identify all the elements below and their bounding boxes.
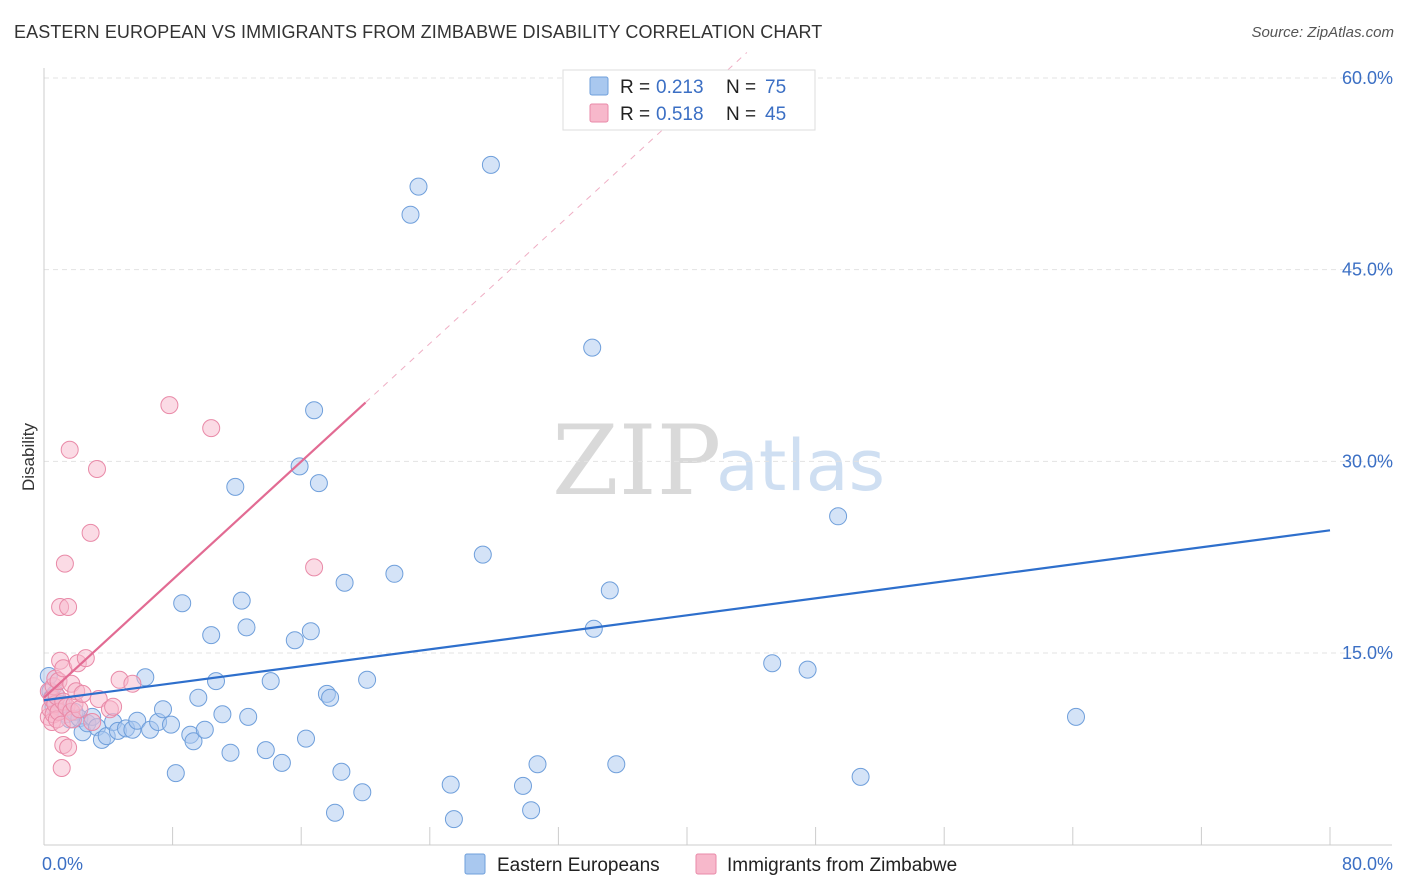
point-pink-35	[83, 713, 102, 731]
point-blue-56	[358, 670, 377, 689]
point-pink-36	[88, 460, 106, 478]
point-blue-21	[128, 711, 147, 730]
point-pink-37	[89, 690, 108, 708]
point-blue-25	[154, 700, 172, 719]
legend-r-value-pink: 0.518	[656, 104, 704, 125]
point-blue-38	[232, 591, 251, 610]
point-blue-31	[189, 688, 208, 707]
point-blue-58	[401, 205, 420, 224]
grid-layer	[44, 77, 1392, 654]
point-pink-39	[104, 697, 123, 716]
point-pink-31	[70, 700, 89, 719]
point-blue-35	[213, 705, 232, 724]
y-tick-label-3: 60.0%	[1342, 68, 1393, 88]
point-blue-75	[1067, 707, 1085, 726]
y-axis-label: Disability	[19, 422, 38, 491]
x-tick-marks	[43, 827, 1331, 845]
y-tick-label-2: 45.0%	[1342, 260, 1393, 280]
point-blue-30	[184, 732, 203, 751]
series-legend: Eastern Europeans Immigrants from Zimbab…	[464, 853, 957, 876]
point-blue-71	[763, 654, 782, 673]
stats-legend: R = 0.213 N = 75 R = 0.518 N = 45	[562, 69, 816, 131]
point-blue-48	[305, 401, 324, 420]
trend-lines	[43, 52, 1331, 702]
point-blue-61	[444, 810, 463, 829]
point-blue-70	[607, 755, 626, 774]
point-blue-45	[290, 457, 309, 476]
point-blue-67	[583, 338, 602, 357]
point-pink-34	[81, 523, 100, 542]
point-blue-65	[522, 801, 541, 820]
point-blue-37	[226, 477, 245, 496]
chart-source: Source: ZipAtlas.com	[1251, 24, 1394, 41]
trend-line-blue	[43, 529, 1331, 702]
series-legend-swatch-blue	[464, 853, 486, 875]
point-blue-62	[473, 545, 492, 564]
point-blue-63	[481, 155, 500, 174]
point-blue-57	[385, 564, 404, 583]
legend-swatch-blue	[589, 76, 609, 96]
series-legend-label-pink: Immigrants from Zimbabwe	[727, 855, 957, 876]
y-tick-label-1: 30.0%	[1342, 451, 1393, 471]
point-blue-26	[162, 715, 180, 734]
point-blue-32	[195, 720, 214, 739]
point-blue-60	[441, 775, 460, 794]
point-blue-34	[207, 672, 225, 691]
point-blue-64	[514, 776, 532, 795]
legend-r-label-blue: R =	[620, 77, 650, 98]
point-blue-46	[297, 729, 315, 748]
legend-n-label-pink: N =	[726, 104, 756, 125]
point-blue-73	[829, 507, 848, 526]
point-blue-59	[409, 177, 428, 196]
legend-swatch-pink	[589, 103, 609, 123]
point-blue-49	[309, 474, 328, 493]
point-pink-20	[55, 554, 74, 573]
point-blue-72	[798, 660, 817, 679]
legend-n-label-blue: N =	[726, 77, 756, 98]
point-blue-54	[335, 573, 354, 592]
chart-title: EASTERN EUROPEAN VS IMMIGRANTS FROM ZIMB…	[14, 22, 823, 42]
point-blue-44	[285, 631, 304, 650]
point-blue-41	[256, 741, 275, 760]
series-legend-swatch-pink	[695, 853, 717, 875]
point-blue-69	[600, 581, 619, 600]
y-tick-labels: 15.0% 30.0% 45.0% 60.0%	[1342, 68, 1393, 663]
point-blue-74	[851, 767, 870, 786]
legend-n-value-pink: 45	[765, 104, 786, 125]
point-blue-43	[272, 753, 291, 772]
trend-line-pink	[43, 401, 367, 699]
point-blue-52	[326, 803, 344, 822]
point-blue-40	[239, 707, 258, 726]
legend-n-value-blue: 75	[765, 77, 786, 98]
point-blue-28	[173, 594, 192, 613]
point-blue-39	[237, 618, 256, 637]
point-pink-43	[202, 419, 221, 438]
series-legend-label-blue: Eastern Europeans	[497, 855, 660, 876]
x-tick-label-1: 80.0%	[1342, 854, 1393, 874]
trend-extension-pink	[365, 52, 748, 403]
point-pink-23	[59, 738, 78, 757]
y-tick-label-0: 15.0%	[1342, 643, 1393, 663]
watermark-atlas: atlas	[716, 425, 885, 507]
point-pink-24	[60, 440, 79, 459]
point-pink-22	[59, 598, 78, 616]
watermark: ZIP atlas	[552, 405, 885, 517]
legend-r-label-pink: R =	[620, 104, 650, 125]
point-blue-66	[528, 755, 547, 774]
point-pink-15	[52, 759, 71, 777]
point-blue-36	[221, 743, 240, 762]
point-blue-33	[202, 626, 221, 645]
point-blue-53	[332, 762, 351, 781]
x-tick-labels: 0.0% 80.0%	[42, 854, 1393, 874]
point-blue-51	[321, 688, 340, 707]
point-blue-47	[301, 622, 320, 641]
x-tick-label-0: 0.0%	[42, 854, 83, 874]
point-blue-27	[166, 764, 185, 783]
point-pink-44	[305, 558, 324, 577]
point-pink-42	[160, 396, 179, 415]
legend-r-value-blue: 0.213	[656, 77, 704, 98]
point-blue-42	[261, 672, 280, 691]
point-blue-55	[353, 783, 372, 802]
